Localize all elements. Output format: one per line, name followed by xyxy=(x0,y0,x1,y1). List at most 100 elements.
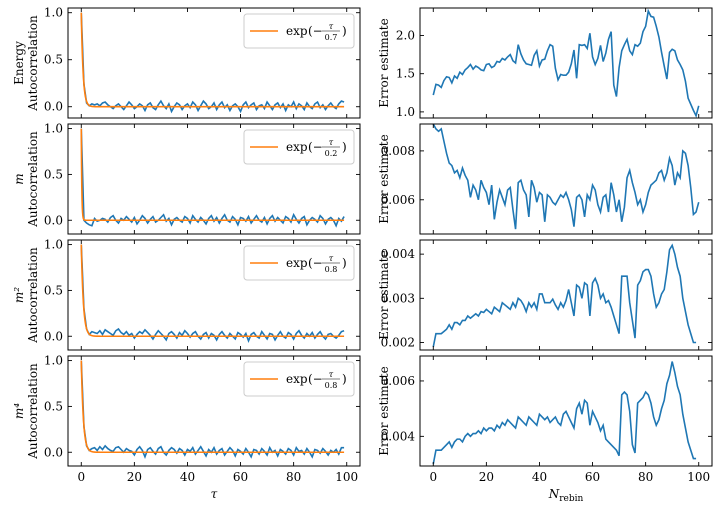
legend-paren: (− xyxy=(308,140,323,154)
x-tick-label: 100 xyxy=(335,470,358,484)
y-tick-label: 1.5 xyxy=(396,67,415,81)
y-tick-label: 0.006 xyxy=(381,374,415,388)
fit-line xyxy=(80,128,345,222)
subplot-r0-c0: 0.0 0.5 1.0 Energy Autocorrelation exp (− τ 0.7) xyxy=(12,6,361,119)
legend-numerator: τ xyxy=(329,22,334,31)
legend-box xyxy=(243,245,355,281)
y-axis-label: Autocorrelation xyxy=(26,131,40,228)
y-tick-label: 0.5 xyxy=(44,283,63,297)
legend-box xyxy=(243,361,355,397)
y-tick-label: 1.0 xyxy=(44,238,63,252)
autocorrelation-line xyxy=(80,244,345,344)
legend-label: exp xyxy=(286,140,308,154)
y-tick-label: 0.004 xyxy=(381,247,416,261)
legend-paren: ) xyxy=(342,24,347,38)
legend-paren: (− xyxy=(308,24,323,38)
legend-numerator: τ xyxy=(329,254,334,263)
x-axis-label: τ xyxy=(211,487,218,501)
y-tick-label: 0.004 xyxy=(381,429,416,443)
legend-box xyxy=(243,129,355,165)
subplot-r0-c1: 1.0 1.5 2.0 Error estimate xyxy=(377,7,713,119)
y-axis-label: Autocorrelation xyxy=(26,15,40,112)
error-estimate-line xyxy=(432,361,697,465)
legend-box xyxy=(243,13,355,49)
axes-frame xyxy=(419,239,713,351)
y-tick-label: 0.003 xyxy=(381,291,415,305)
y-tick-label: 1.0 xyxy=(396,105,415,119)
legend: exp (− τ 0.2) xyxy=(243,129,355,165)
axes-frame xyxy=(67,239,361,351)
x-tick-label: 40 xyxy=(532,470,547,484)
axes-frame xyxy=(419,123,713,235)
y-axis-label: Error estimate xyxy=(377,18,391,107)
y-tick-label: 0.0 xyxy=(44,329,63,343)
legend-denominator: 0.2 xyxy=(325,149,338,158)
legend-label: exp xyxy=(286,24,308,38)
subplot-r1-c0: 0.0 0.5 1.0 m Autocorrelation exp (− τ 0.2) xyxy=(12,122,361,235)
fit-line xyxy=(80,12,345,108)
legend: exp (− τ 0.7) xyxy=(243,13,355,49)
y-axis-label: Error estimate xyxy=(377,250,391,339)
x-tick-label: 80 xyxy=(286,470,301,484)
legend-denominator: 0.7 xyxy=(325,33,338,42)
error-estimate-line xyxy=(432,8,700,118)
legend-denominator: 0.8 xyxy=(325,265,338,274)
y-axis-label: Energy xyxy=(12,41,26,85)
legend-paren: (− xyxy=(308,372,323,386)
legend-paren: (− xyxy=(308,256,323,270)
y-axis-label: m xyxy=(12,173,26,184)
axes-frame xyxy=(419,355,713,467)
legend-label: exp xyxy=(286,256,308,270)
fit-line xyxy=(80,360,345,454)
y-tick-label: 0.002 xyxy=(381,335,415,349)
x-tick-label: 60 xyxy=(233,470,248,484)
error-estimate-line xyxy=(432,243,697,348)
legend-paren: ) xyxy=(342,256,347,270)
x-tick-label: 40 xyxy=(180,470,195,484)
axes-frame xyxy=(67,7,361,119)
legend: exp (− τ 0.8) xyxy=(243,245,355,281)
y-tick-label: 1.0 xyxy=(44,354,63,368)
x-tick-label: 60 xyxy=(585,470,600,484)
x-tick-label: 0 xyxy=(77,470,85,484)
x-tick-label: 100 xyxy=(687,470,710,484)
y-tick-label: 2.0 xyxy=(396,29,415,43)
y-tick-label: 0.008 xyxy=(381,144,415,158)
legend-denominator: 0.8 xyxy=(325,381,338,390)
y-axis-label: Error estimate xyxy=(377,366,391,455)
y-axis-label: Autocorrelation xyxy=(26,363,40,460)
legend-label: exp xyxy=(286,372,308,386)
y-tick-label: 0.5 xyxy=(44,399,63,413)
legend-numerator: τ xyxy=(329,138,334,147)
legend-numerator: τ xyxy=(329,370,334,379)
y-axis-label: Error estimate xyxy=(377,134,391,223)
y-tick-label: 1.0 xyxy=(44,122,63,136)
y-tick-label: 0.5 xyxy=(44,167,63,181)
legend-paren: ) xyxy=(342,372,347,386)
y-axis-label: m⁴ xyxy=(12,403,26,419)
legend: exp (− τ 0.8) xyxy=(243,361,355,397)
x-tick-label: 80 xyxy=(638,470,653,484)
fit-line xyxy=(80,244,345,338)
y-tick-label: 0.5 xyxy=(44,53,63,67)
error-estimate-line xyxy=(432,124,700,230)
x-axis-label: Nrebin xyxy=(548,487,584,504)
x-tick-label: 0 xyxy=(429,470,437,484)
axes-frame xyxy=(419,7,713,119)
y-axis-label: m² xyxy=(12,287,26,303)
y-axis-label: Autocorrelation xyxy=(26,247,40,344)
subplot-r2-c0: 0.0 0.5 1.0 m² Autocorrelation exp (− τ 0.8) xyxy=(12,238,361,351)
y-tick-label: 0.0 xyxy=(44,100,63,114)
x-tick-label: 20 xyxy=(127,470,142,484)
y-tick-label: 0.0 xyxy=(44,445,63,459)
y-tick-label: 0.0 xyxy=(44,213,63,227)
autocorrelation-line xyxy=(80,12,345,114)
axes-frame xyxy=(67,355,361,467)
y-tick-label: 1.0 xyxy=(44,6,63,20)
axes-frame xyxy=(67,123,361,235)
